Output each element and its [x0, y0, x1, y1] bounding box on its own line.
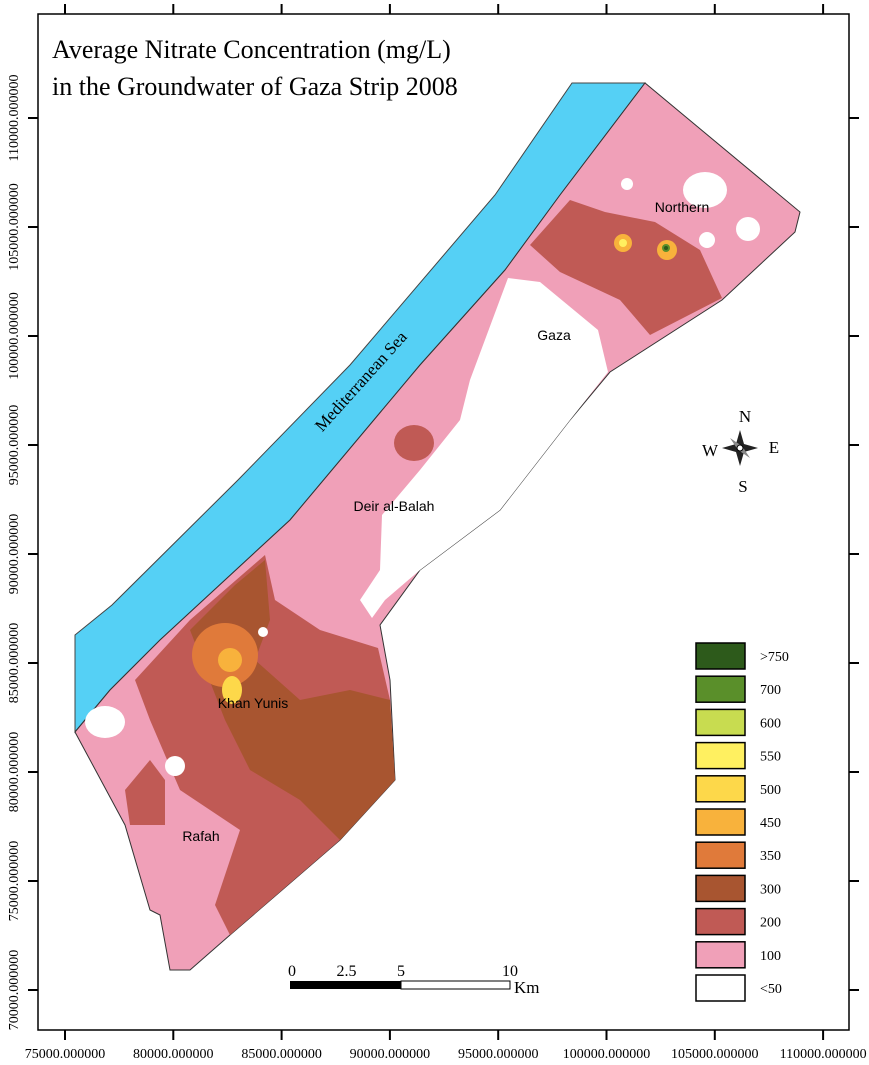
scale-bar: [400, 980, 511, 990]
y-tick-label: 70000.000000: [7, 950, 22, 1031]
y-tick-label: 95000.000000: [7, 405, 22, 486]
legend-swatch: [695, 974, 746, 1002]
zone-200: [125, 760, 165, 825]
zone-550: [619, 239, 627, 247]
compass-label: E: [769, 438, 779, 457]
zone-50: [165, 756, 185, 776]
scale-label: 10: [502, 963, 518, 980]
legend-label: 350: [760, 849, 781, 864]
y-tick-label: 100000.000000: [7, 292, 22, 380]
place-label: Deir al-Balah: [354, 498, 435, 514]
y-tick-label: 80000.000000: [7, 732, 22, 813]
x-tick-label: 95000.000000: [458, 1047, 539, 1062]
zone-50: [85, 706, 125, 738]
place-label: Northern: [655, 199, 709, 215]
legend-label: 500: [760, 783, 781, 798]
x-tick-label: 100000.000000: [563, 1047, 651, 1062]
map-title: Average Nitrate Concentration (mg/L): [52, 35, 451, 64]
y-tick-label: 105000.000000: [7, 183, 22, 271]
scale-label: 2.5: [337, 963, 357, 980]
place-label: Rafah: [182, 828, 219, 844]
zone-50: [360, 278, 608, 618]
legend-label: 450: [760, 816, 781, 831]
x-tick-label: 105000.000000: [671, 1047, 759, 1062]
zone-200: [394, 425, 434, 461]
legend-swatch: [695, 675, 746, 703]
legend-swatch: [695, 941, 746, 969]
zone-50: [736, 217, 760, 241]
legend-swatch: [695, 808, 746, 836]
legend-swatch: [695, 874, 746, 903]
zone-50: [258, 627, 268, 637]
zone-50: [683, 172, 727, 208]
x-tick-label: 85000.000000: [241, 1047, 322, 1062]
legend-label: 550: [760, 750, 781, 765]
legend-swatch: [695, 642, 746, 670]
legend-swatch: [695, 841, 746, 869]
x-tick-label: 75000.000000: [25, 1047, 106, 1062]
zone-750: [664, 246, 668, 250]
legend-swatch: [695, 907, 746, 936]
y-tick-label: 90000.000000: [7, 514, 22, 595]
scale-label: 5: [397, 963, 405, 980]
scale-unit: Km: [514, 978, 540, 997]
legend-swatch: [695, 741, 746, 770]
legend-label: 700: [760, 683, 781, 698]
place-label: Gaza: [537, 327, 571, 343]
x-tick-label: 80000.000000: [133, 1047, 214, 1062]
x-tick-label: 110000.000000: [780, 1047, 867, 1062]
legend-label: 200: [760, 916, 781, 931]
y-tick-label: 75000.000000: [7, 841, 22, 922]
legend-swatch: [695, 775, 746, 803]
compass-label: S: [738, 477, 747, 496]
map-title: in the Groundwater of Gaza Strip 2008: [52, 72, 458, 101]
zone-500: [222, 676, 242, 704]
zone-50: [699, 232, 715, 248]
legend-label: 600: [760, 716, 781, 731]
legend-label: >750: [760, 650, 789, 665]
legend-label: <50: [760, 982, 782, 997]
y-tick-label: 85000.000000: [7, 623, 22, 704]
place-label: Khan Yunis: [218, 695, 289, 711]
y-tick-label: 110000.000000: [7, 75, 22, 162]
legend-label: 300: [760, 882, 781, 897]
legend-swatch: [695, 708, 746, 737]
x-tick-label: 90000.000000: [350, 1047, 431, 1062]
legend-label: 100: [760, 949, 781, 964]
scale-label: 0: [288, 963, 296, 980]
zone-50: [621, 178, 633, 190]
zone-450: [218, 648, 242, 672]
zone-200: [530, 200, 722, 335]
compass: [722, 430, 758, 466]
compass-label: W: [702, 441, 719, 460]
compass-label: N: [739, 407, 751, 426]
scale-bar: [290, 981, 401, 989]
